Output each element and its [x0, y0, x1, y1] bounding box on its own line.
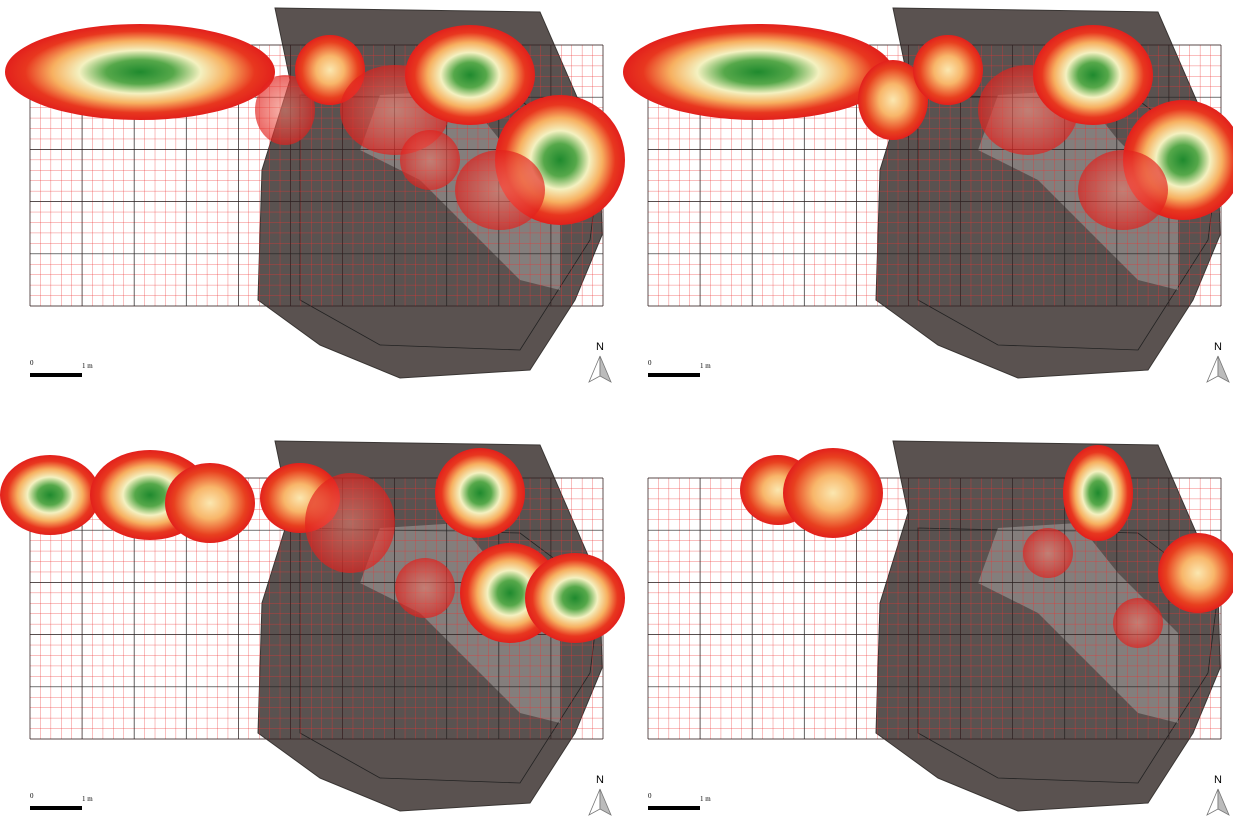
north-arrow-left — [588, 355, 601, 383]
scale-unit: 1 m — [700, 795, 711, 803]
heat-blob — [1033, 25, 1153, 125]
stone-cluster — [978, 523, 1178, 723]
scale-bar — [30, 806, 82, 810]
north-label: N — [596, 774, 604, 786]
trench-outline — [917, 527, 1219, 784]
map-panel: 0 1 m N — [5, 7, 625, 383]
heat-blob — [1023, 528, 1073, 578]
map-panel: 0 1 m N — [0, 440, 625, 816]
heat-blob — [623, 24, 893, 120]
scale-bar — [648, 806, 700, 810]
north-arrow-left — [588, 788, 601, 816]
heatmap — [5, 24, 625, 230]
heat-blob — [1158, 533, 1233, 613]
scale-zero: 0 — [30, 359, 34, 367]
heatmap — [0, 448, 625, 643]
heat-blob — [1063, 445, 1133, 541]
heat-blob — [858, 60, 928, 140]
heat-blob — [525, 553, 625, 643]
map-panel: 0 1 m N — [623, 7, 1233, 383]
heat-blob — [405, 25, 535, 125]
trench-outline — [299, 527, 601, 784]
heat-blob — [165, 463, 255, 543]
scale-zero: 0 — [648, 359, 652, 367]
heat-blob — [305, 473, 395, 573]
heatmap — [740, 445, 1233, 648]
north-label: N — [596, 341, 604, 353]
scale-bar — [30, 373, 82, 377]
heatmap — [623, 24, 1233, 230]
scale-unit: 1 m — [700, 362, 711, 370]
north-label: N — [1214, 341, 1222, 353]
heat-blob — [395, 558, 455, 618]
scale-unit: 1 m — [82, 795, 93, 803]
north-arrow-right — [1217, 788, 1230, 816]
heat-blob — [435, 448, 525, 538]
north-arrow-right — [599, 355, 612, 383]
heat-blob — [913, 35, 983, 105]
scale-zero: 0 — [30, 792, 34, 800]
heat-blob — [5, 24, 275, 120]
north-arrow-right — [1217, 355, 1230, 383]
north-label: N — [1214, 774, 1222, 786]
scale-unit: 1 m — [82, 362, 93, 370]
heat-blob — [783, 448, 883, 538]
heat-blob — [400, 130, 460, 190]
heat-blob — [255, 75, 315, 145]
heat-blob — [0, 455, 100, 535]
heat-blob — [455, 150, 545, 230]
scale-zero: 0 — [648, 792, 652, 800]
scale-bar — [648, 373, 700, 377]
heat-blob — [1078, 150, 1168, 230]
north-arrow-right — [599, 788, 612, 816]
north-arrow-left — [1206, 355, 1219, 383]
heat-blob — [1113, 598, 1163, 648]
map-panel: 0 1 m N — [647, 440, 1233, 816]
north-arrow-left — [1206, 788, 1219, 816]
